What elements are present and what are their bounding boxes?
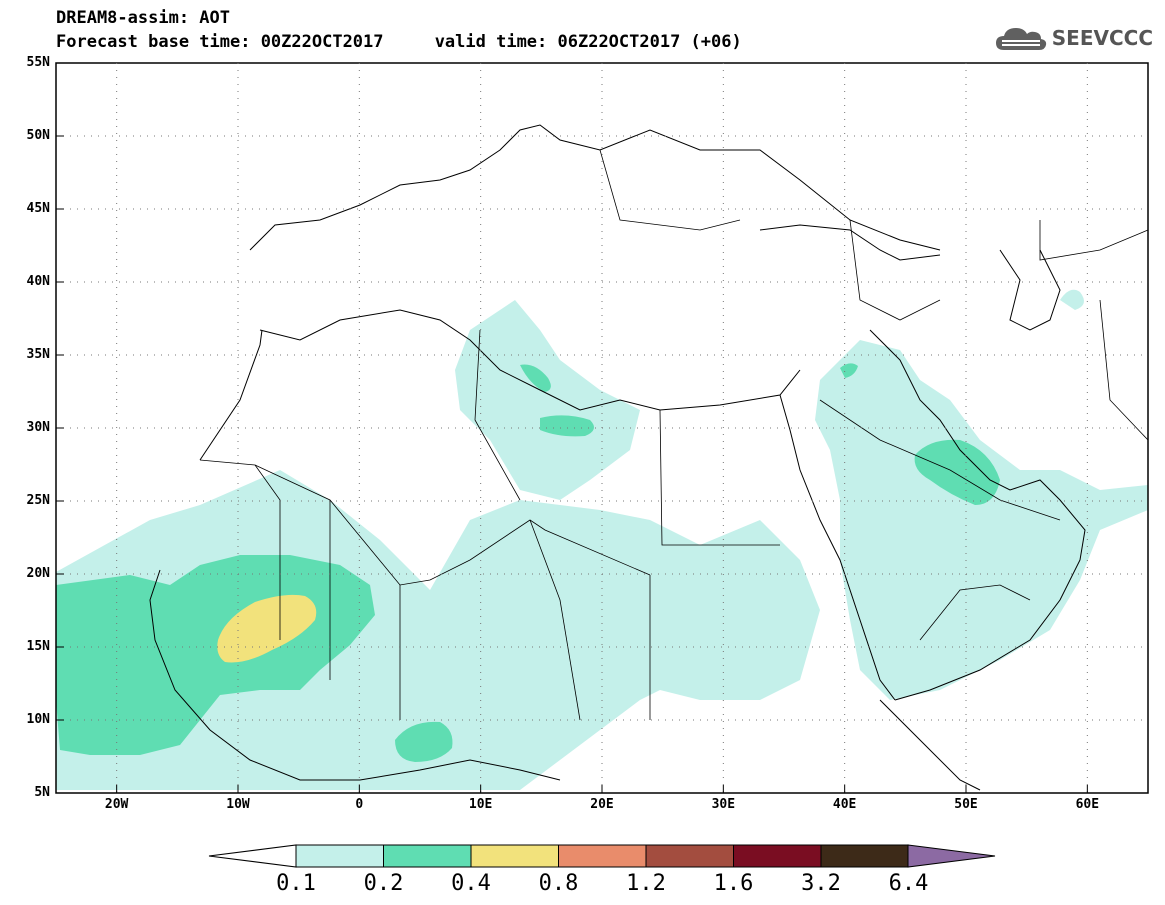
lat-label: 5N <box>34 785 50 800</box>
lon-label: 50E <box>954 797 978 812</box>
lon-label: 0 <box>355 797 364 812</box>
lat-label: 15N <box>26 639 50 654</box>
lat-label: 10N <box>26 712 50 727</box>
lon-label: 40E <box>832 797 857 812</box>
coastlines <box>149 124 1086 791</box>
colorbar-label: 1.2 <box>626 871 666 896</box>
aot-level-0.4 <box>217 594 317 663</box>
colorbar-swatch <box>645 844 734 868</box>
forecast-time-line: Forecast base time: 00Z22OCT2017 valid t… <box>56 32 742 52</box>
logo-text: SEEVCCC <box>1051 26 1153 50</box>
colorbar-label: 3.2 <box>801 871 841 896</box>
colorbar-swatch <box>383 844 472 868</box>
gridlines <box>56 63 1148 793</box>
colorbar-label: 0.8 <box>538 871 579 896</box>
seevccc-logo: SEEVCCC <box>994 24 1153 52</box>
colorbar-right-arrow <box>907 844 996 868</box>
colorbar-label: 0.4 <box>451 871 491 896</box>
lat-label: 25N <box>26 493 50 508</box>
lon-label: 20E <box>590 797 614 812</box>
lat-label: 55N <box>26 55 50 70</box>
lon-label: 10W <box>226 797 250 812</box>
lat-label: 45N <box>26 201 50 216</box>
colorbar <box>208 844 996 868</box>
colorbar-swatch <box>470 844 559 868</box>
lon-label: 20W <box>104 797 129 812</box>
colorbar-swatch <box>558 844 647 868</box>
aot-level-0.1 <box>56 289 1148 790</box>
map-title: DREAM8-assim: AOT <box>56 8 230 28</box>
lat-label: 40N <box>26 274 50 289</box>
colorbar-left-arrow <box>208 844 297 868</box>
lat-label: 20N <box>26 566 50 581</box>
colorbar-swatch <box>295 844 384 868</box>
lon-label: 30E <box>711 797 736 812</box>
cloud-icon <box>995 28 1046 50</box>
country-borders <box>199 149 1149 721</box>
colorbar-swatch <box>820 844 909 868</box>
colorbar-label: 6.4 <box>888 871 929 896</box>
lon-label: 60E <box>1075 797 1100 812</box>
colorbar-label: 1.6 <box>713 871 754 896</box>
ticks <box>56 62 1088 794</box>
lon-label: 10E <box>468 797 493 812</box>
lat-label: 30N <box>26 420 50 435</box>
colorbar-label: 0.2 <box>363 871 404 896</box>
lat-label: 50N <box>26 128 50 143</box>
lat-label: 35N <box>26 347 50 362</box>
colorbar-swatch <box>733 844 822 868</box>
colorbar-label: 0.1 <box>276 871 316 896</box>
